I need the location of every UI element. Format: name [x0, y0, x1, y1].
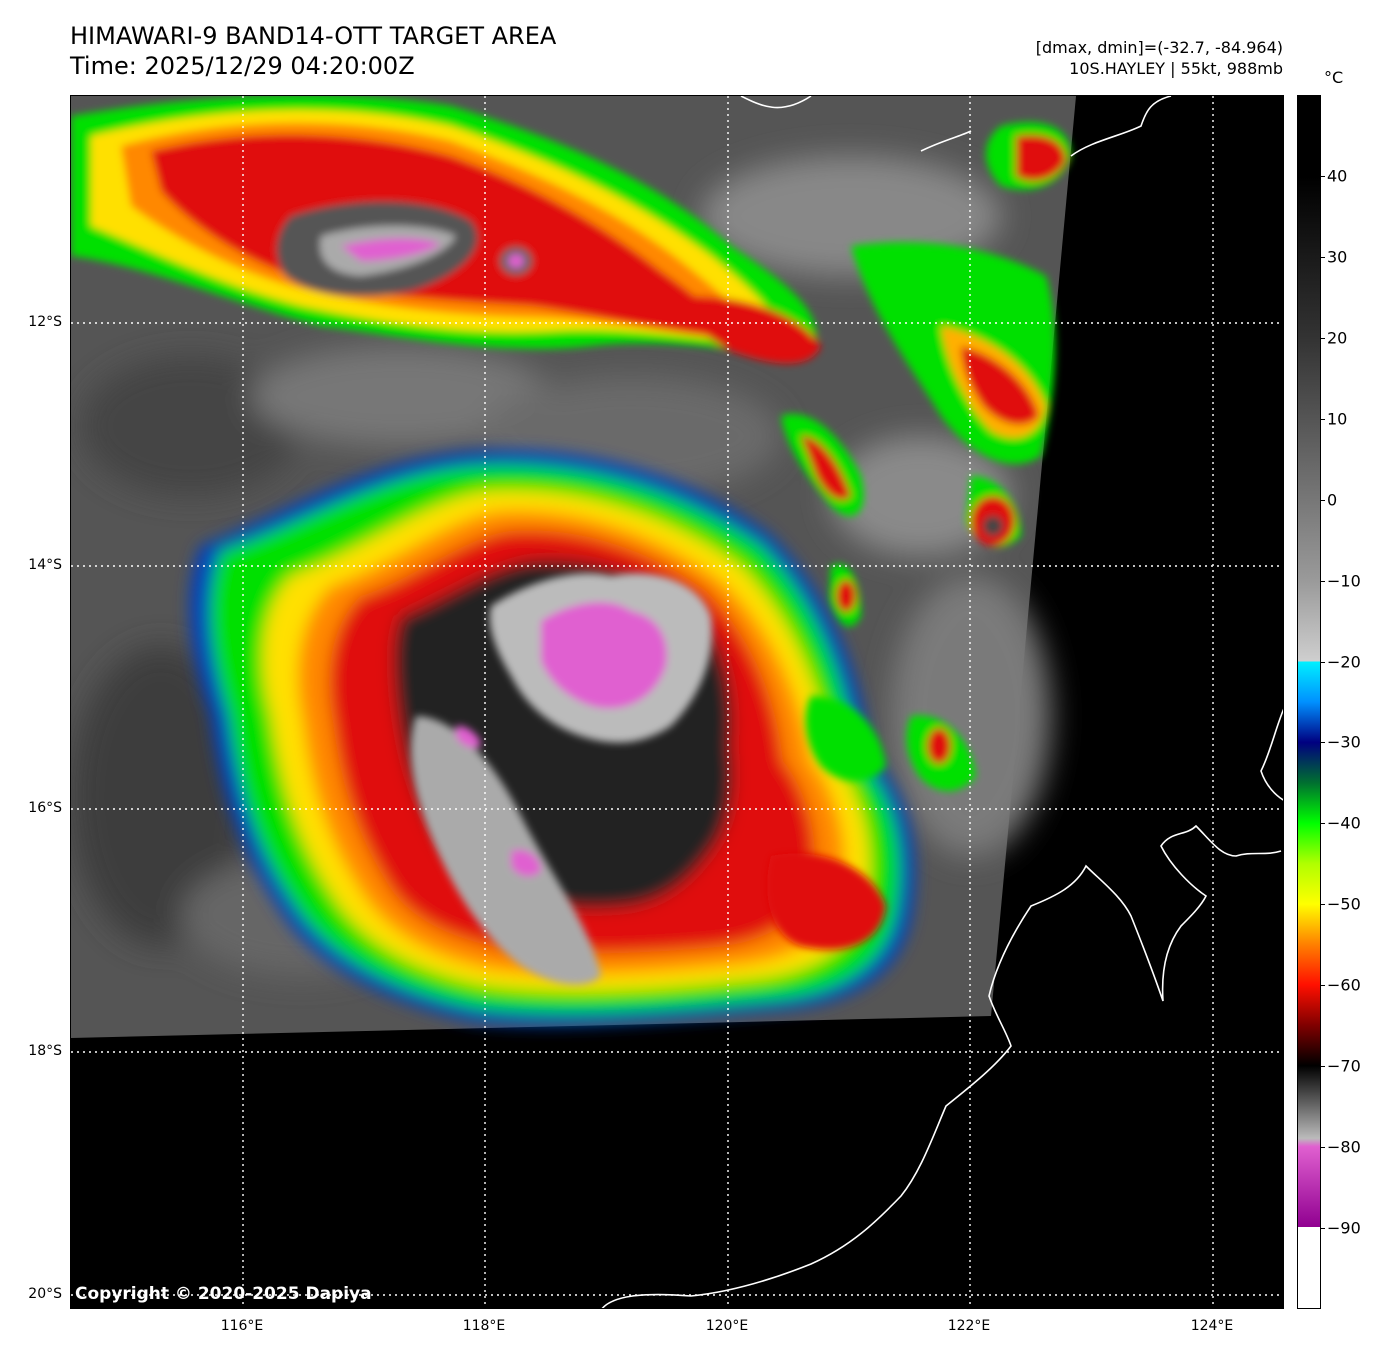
colorbar-tick-mark: [1321, 337, 1325, 339]
coastline-rote: [920, 130, 972, 152]
colorbar-tick-label: −50: [1327, 894, 1361, 914]
colorbar-tick-label: −90: [1327, 1218, 1361, 1238]
colorbar-tick-mark: [1321, 499, 1325, 501]
coastline-kimberley: [1260, 708, 1283, 801]
map-canvas: [71, 96, 1283, 1308]
northeast-cloud-cells: [781, 122, 1071, 627]
observation-time: Time: 2025/12/29 04:20:00Z: [70, 52, 415, 80]
cyclone-cloud-shield: [190, 450, 915, 1026]
coastline: [601, 96, 1283, 1308]
colorbar-tick-mark: [1321, 742, 1325, 744]
lon-label: 118°E: [462, 1318, 506, 1334]
lon-label: 120°E: [705, 1318, 749, 1334]
colorbar-tick-mark: [1321, 1066, 1325, 1068]
colorbar: [1297, 95, 1321, 1309]
colorbar-tick-label: 30: [1327, 247, 1348, 267]
colorbar-tick-mark: [1321, 580, 1325, 582]
colorbar-tick-mark: [1321, 661, 1325, 663]
colorbar-tick-label: −40: [1327, 813, 1361, 833]
coastline-western-australia: [601, 824, 1282, 1308]
colorbar-tick-label: −30: [1327, 732, 1361, 752]
chart-title: HIMAWARI-9 BAND14-OTT TARGET AREA: [70, 22, 557, 50]
colorbar-tick-label: 0: [1327, 490, 1338, 510]
colorbar-unit: °C: [1324, 68, 1344, 87]
lon-label: 116°E: [220, 1318, 264, 1334]
northern-cloud-band: [71, 96, 821, 364]
coastline-timor: [740, 96, 812, 109]
storm-info: 10S.HAYLEY | 55kt, 988mb: [1069, 59, 1283, 78]
lat-label: 20°S: [28, 1286, 62, 1302]
lat-label: 18°S: [28, 1043, 62, 1059]
colorbar-tick-label: −60: [1327, 975, 1361, 995]
dmax-dmin-readout: [dmax, dmin]=(-32.7, -84.964): [1035, 38, 1283, 57]
southeast-convection: [767, 696, 976, 950]
colorbar-tick-mark: [1321, 175, 1325, 177]
colorbar-tick-mark: [1321, 418, 1325, 420]
copyright-notice: Copyright © 2020-2025 Dapiya: [75, 1284, 372, 1304]
coastline-top-end: [1070, 96, 1172, 157]
cyclone-core: [411, 573, 712, 985]
colorbar-tick-mark: [1321, 256, 1325, 258]
colorbar-tick-label: −70: [1327, 1056, 1361, 1076]
colorbar-tick-mark: [1321, 1228, 1325, 1230]
lon-label: 124°E: [1190, 1318, 1234, 1334]
graticule: [71, 96, 1283, 1308]
lat-label: 12°S: [28, 314, 62, 330]
colorbar-tick-label: 10: [1327, 409, 1348, 429]
colorbar-tick-label: 40: [1327, 166, 1348, 186]
colorbar-tick-mark: [1321, 1147, 1325, 1149]
lat-label: 14°S: [28, 557, 62, 573]
lon-label: 122°E: [947, 1318, 991, 1334]
colorbar-tick-mark: [1321, 823, 1325, 825]
satellite-map: [70, 95, 1284, 1309]
colorbar-tick-label: −10: [1327, 571, 1361, 591]
lat-label: 16°S: [28, 800, 62, 816]
colorbar-tick-label: −80: [1327, 1137, 1361, 1157]
colorbar-tick-label: −20: [1327, 652, 1361, 672]
colorbar-tick-mark: [1321, 985, 1325, 987]
colorbar-tick-mark: [1321, 904, 1325, 906]
colorbar-tick-label: 20: [1327, 328, 1348, 348]
